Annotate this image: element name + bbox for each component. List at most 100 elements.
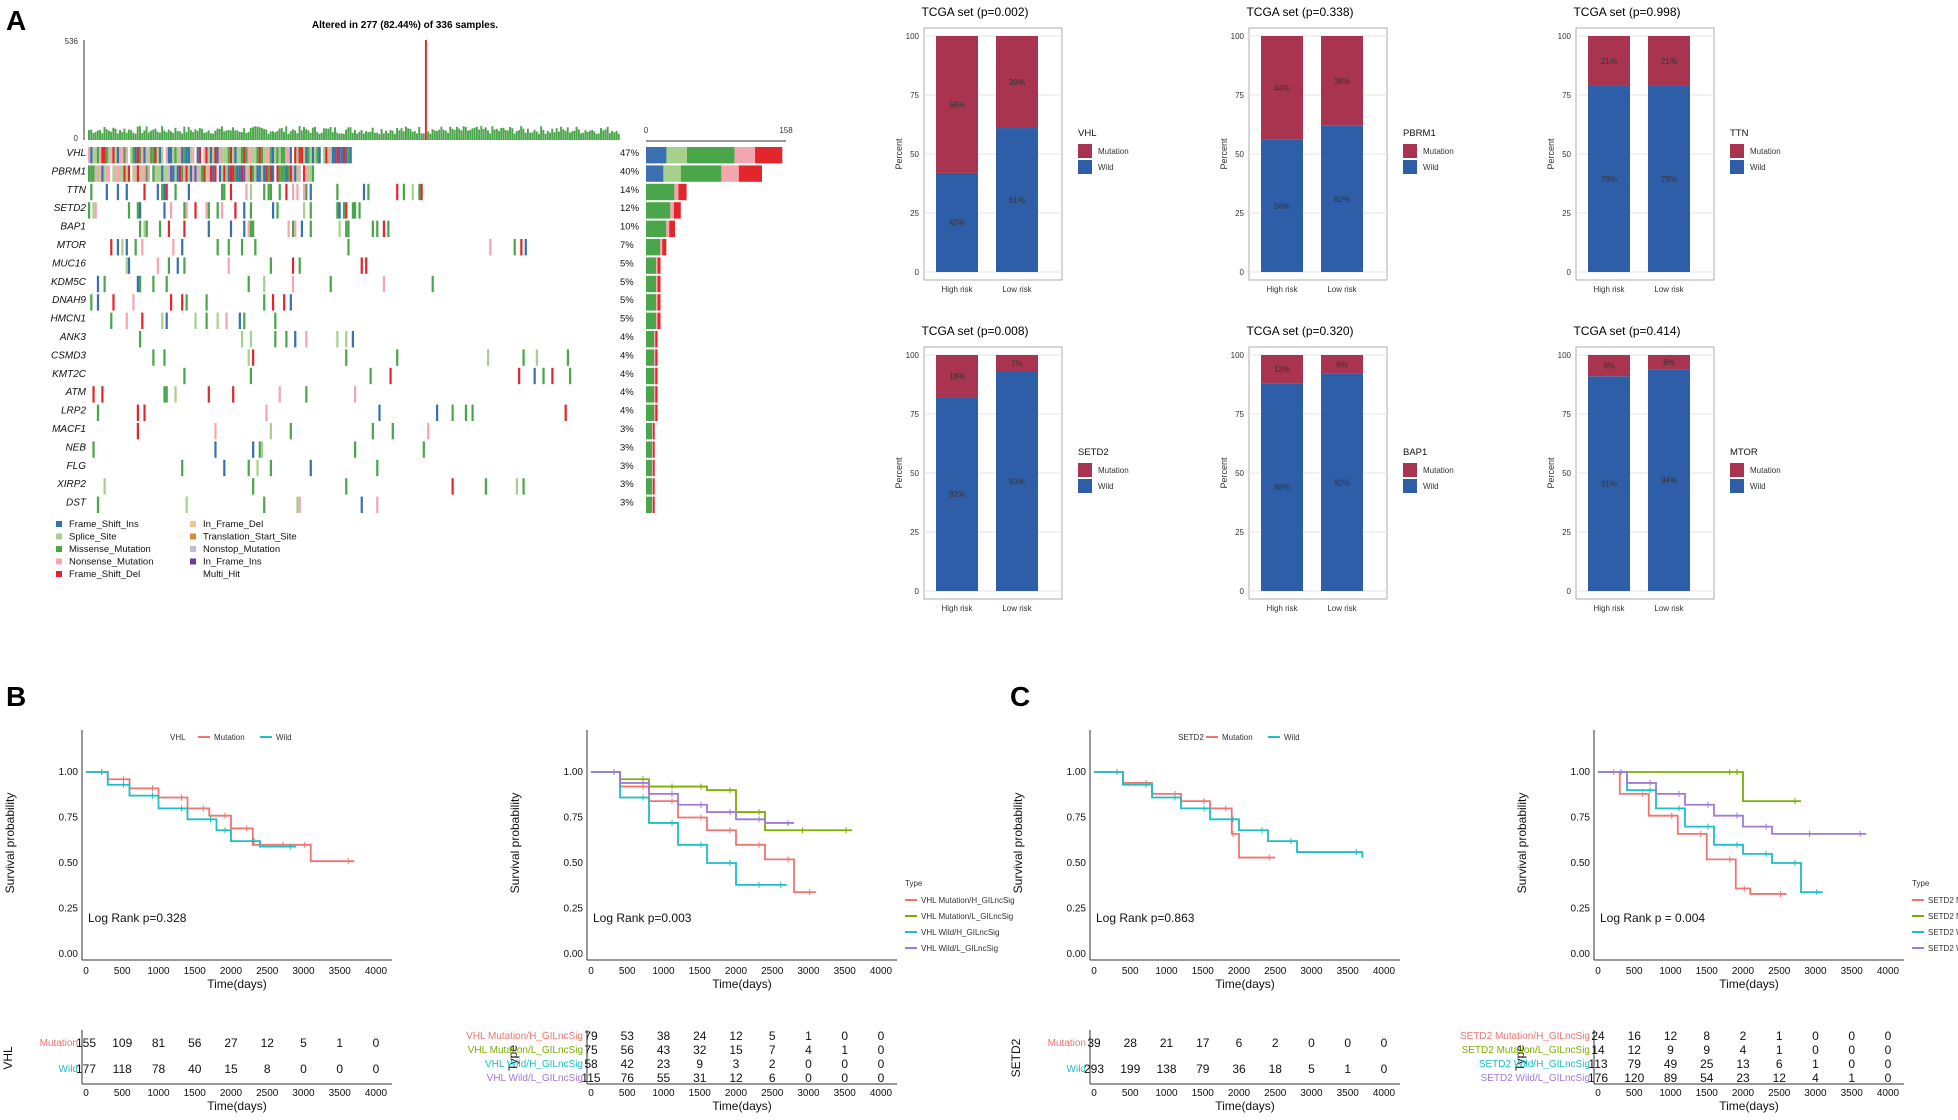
mutation-cell [187,183,190,201]
km-chart: 0.000.250.500.751.0000500500100010001500… [1460,730,1958,1113]
tmb-bar [597,133,600,140]
mutation-cell [90,147,93,164]
legend-mutation: Mutation [1750,466,1781,475]
mutation-cell [422,441,425,458]
mutation-cell [569,367,572,385]
km-chart: 0.000.250.500.751.0000500500100010001500… [1,730,392,1113]
bar-wild [1261,139,1303,272]
tmb-bar [196,130,199,140]
risk-xtick-label: 500 [1626,1088,1643,1099]
xtick-label: High risk [941,604,973,613]
tmb-bar [331,132,334,140]
tmb-bar [600,128,602,140]
mutation-cell [296,183,299,201]
mutation-cell [300,220,304,237]
gene-label: DNAH9 [52,295,86,306]
gene-pct: 47% [620,148,640,159]
mutation-cell [96,294,100,311]
risk-row-label: SETD2 Wild/L_GILncSig [1481,1073,1591,1084]
mutation-cell [174,147,177,164]
mutation-cell [121,165,124,182]
mutation-cell [351,202,354,219]
mutation-cell [305,331,308,348]
mutation-cell [170,294,173,311]
mutation-cell [185,147,188,164]
tmb-bar [533,129,536,140]
tmb-bar [462,126,465,140]
mutation-cell [147,147,151,164]
mutation-cell [345,202,348,219]
tmb-bar [189,130,192,140]
mutation-cell [170,147,173,164]
bar-mutation [1648,355,1690,370]
mutation-cell [342,147,346,164]
tmb-bar [229,130,232,140]
risk-count: 1 [841,1043,848,1057]
risk-count: 138 [1156,1062,1176,1076]
tmb-bar [604,129,607,140]
tmb-bar [234,130,237,140]
bar-wild [1588,376,1630,591]
mutation-cell [247,349,250,366]
mutation-cell [172,239,175,256]
mutation-cell [88,202,91,219]
mutation-cell [340,147,343,164]
risk-xtick-label: 0 [588,1088,594,1099]
xlabel: Time(days) [207,977,267,991]
risk-count: 1 [1344,1062,1351,1076]
tmb-bar [615,130,618,140]
freq-bar-segment [646,220,667,237]
stacked-bar-chart: TCGA set (p=0.338) 0 25 50 75 100 Percent 44% 56… [1219,5,1454,294]
risk-count: 7 [769,1043,776,1057]
tmb-bar [582,132,585,140]
tmb-bar [254,126,257,140]
tmb-bar [429,133,432,140]
freq-bar-segment [646,459,653,477]
risk-count: 113 [1588,1057,1607,1071]
risk-row-label: VHL Wild/H_GILncSig [485,1059,583,1070]
gene-label: FLG [67,461,87,472]
risk-count: 0 [878,1071,885,1085]
tmb-bar [247,131,250,140]
legend-mutation: Mutation [1750,147,1781,156]
risk-row-label: SETD2 Mutation/H_GILncSig [1460,1031,1590,1042]
legend-swatch-mutation [1078,144,1092,158]
risk-count: 49 [1664,1057,1678,1071]
tmb-bar [125,132,128,140]
tmb-bar [396,127,399,140]
mutation-cell [96,275,100,293]
gene-pct: 12% [620,203,640,214]
tmb-bar [163,130,166,140]
tmb-bar [489,133,492,140]
mutation-cell [402,183,405,201]
mutation-cell [296,165,299,182]
mutation-cell [165,312,168,329]
tmb-bar [566,127,569,140]
tmb-bar [214,130,217,140]
tmb-bar [347,127,350,140]
mutation-cell [234,147,237,164]
mutation-cell [354,441,357,458]
gene-labels: VHL 47% PBRM1 40% TTN 14% SETD2 12% BAP1 10% MTOR 7… [50,148,639,509]
tmb-bar [475,126,478,140]
mutation-cell [94,202,97,219]
freq-bar-segment [654,404,656,421]
tmb-bar [588,130,591,140]
tmb-bar [451,128,454,140]
risk-count: 15 [729,1043,743,1057]
risk-xtick-label: 500 [1122,1088,1139,1099]
tmb-bars [88,40,620,140]
mutation-cell [484,478,487,495]
freq-bar-segment [657,312,661,329]
mutation-cell [198,147,202,164]
mutation-cell [232,147,235,164]
mutation-cell [156,257,159,274]
legend-swatch-wild [1078,160,1092,174]
xtick-label: High risk [941,285,973,294]
tmb-bar [178,131,181,140]
mutation-cell [327,147,330,164]
mutation-cell [269,147,272,164]
survival-curve [86,771,355,863]
bar-mutation [1588,355,1630,377]
gene-pct: 5% [620,295,634,306]
